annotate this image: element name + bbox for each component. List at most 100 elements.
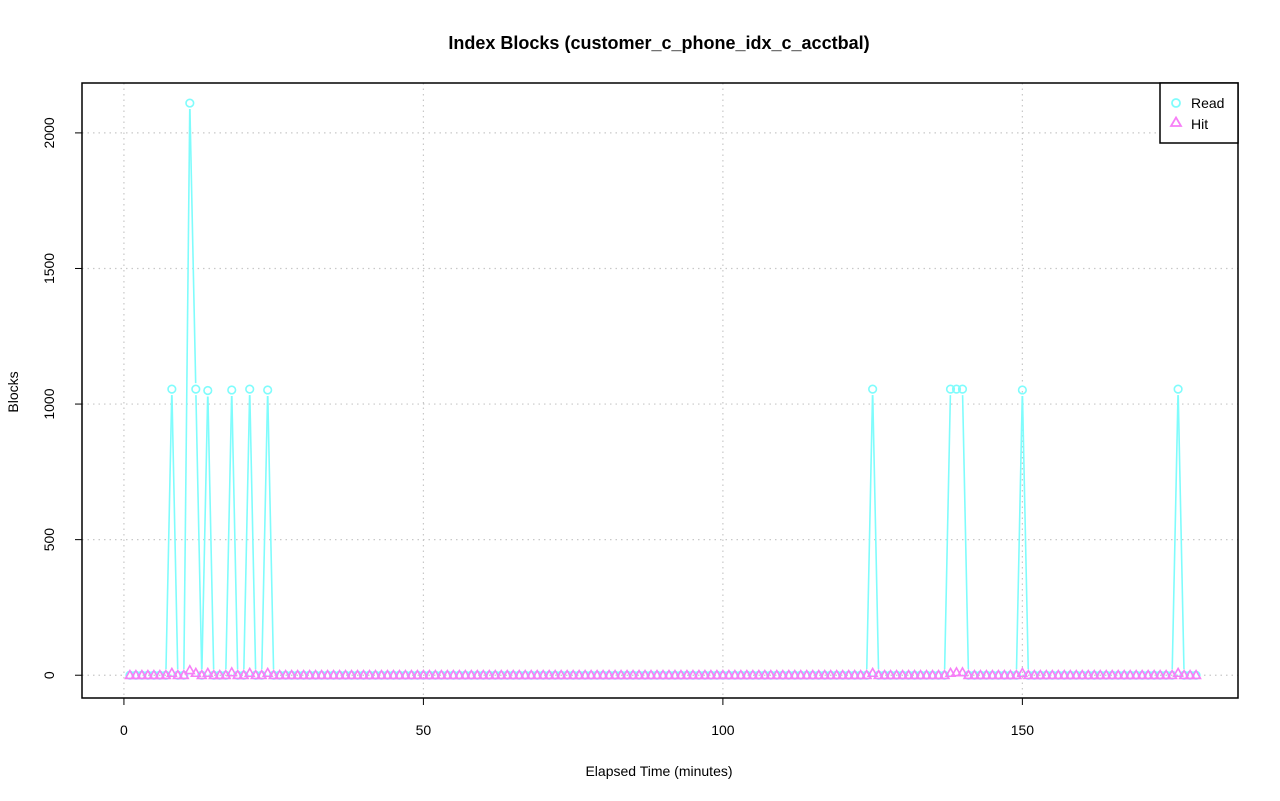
hit-point bbox=[986, 668, 999, 680]
hit-point bbox=[483, 668, 496, 680]
plot-points bbox=[124, 98, 1202, 680]
hit-point bbox=[273, 668, 286, 680]
hit-point bbox=[297, 668, 310, 680]
hit-point bbox=[1142, 668, 1154, 680]
legend-box bbox=[1159, 82, 1239, 144]
hit-point bbox=[968, 668, 981, 680]
hit-point bbox=[633, 668, 645, 680]
hit-point bbox=[1088, 668, 1101, 680]
hit-point bbox=[705, 668, 717, 680]
hit-point bbox=[926, 668, 939, 680]
hit-point bbox=[711, 668, 723, 680]
hit-point bbox=[771, 668, 783, 680]
read-line-segment bbox=[1177, 395, 1185, 670]
hit-point bbox=[573, 668, 585, 680]
hit-point bbox=[303, 668, 316, 680]
hit-point bbox=[890, 668, 903, 680]
hit-point bbox=[812, 668, 825, 680]
hit-point bbox=[585, 668, 597, 680]
hit-point bbox=[651, 668, 663, 680]
hit-point bbox=[369, 668, 382, 680]
hit-point bbox=[465, 668, 478, 680]
read-point bbox=[1173, 384, 1183, 394]
hit-point bbox=[531, 668, 543, 680]
hit-point bbox=[543, 668, 555, 680]
chart-title: Index Blocks (customer_c_phone_idx_c_acc… bbox=[448, 33, 869, 53]
y-axis: 0 500 1000 1500 2000 bbox=[41, 117, 83, 679]
read-line-segment bbox=[267, 395, 275, 670]
hit-point bbox=[950, 666, 963, 677]
hit-point bbox=[537, 668, 549, 680]
hit-point bbox=[513, 668, 526, 680]
hit-point bbox=[166, 666, 178, 678]
read-point bbox=[868, 384, 878, 394]
hit-point bbox=[243, 666, 256, 678]
hit-point bbox=[1028, 668, 1041, 680]
hit-point bbox=[842, 668, 855, 680]
legend-read-label: Read bbox=[1191, 95, 1224, 111]
hit-point bbox=[687, 668, 699, 680]
hit-point bbox=[824, 668, 837, 680]
hit-point bbox=[351, 668, 364, 680]
hit-point bbox=[759, 668, 771, 680]
hit-point bbox=[231, 668, 244, 680]
hit-point bbox=[447, 668, 460, 680]
hit-point bbox=[315, 668, 328, 680]
read-line-segment bbox=[943, 395, 952, 670]
hit-point bbox=[836, 668, 849, 680]
hit-point bbox=[202, 666, 214, 678]
hit-point bbox=[184, 664, 196, 675]
hit-point bbox=[549, 668, 561, 680]
hit-point bbox=[1040, 668, 1053, 680]
y-tick-label: 500 bbox=[41, 528, 57, 552]
hit-point bbox=[136, 668, 148, 680]
hit-point bbox=[800, 668, 813, 680]
plot-lines bbox=[165, 109, 1185, 670]
x-axis: 0 50 100 150 bbox=[120, 697, 1035, 738]
hit-point bbox=[1004, 668, 1017, 680]
hit-point bbox=[1124, 668, 1136, 680]
hit-point bbox=[453, 668, 466, 680]
hit-point bbox=[866, 666, 879, 678]
hit-point bbox=[872, 668, 885, 680]
hit-point bbox=[279, 668, 292, 680]
read-point bbox=[227, 385, 237, 395]
hit-point bbox=[920, 668, 933, 680]
hit-point bbox=[399, 668, 412, 680]
read-line-segment bbox=[189, 109, 197, 384]
hit-point bbox=[998, 668, 1011, 680]
read-point bbox=[1017, 385, 1027, 395]
hit-point bbox=[423, 668, 436, 680]
hit-point bbox=[525, 668, 537, 680]
read-line-segment bbox=[249, 395, 257, 670]
hit-point bbox=[1172, 666, 1184, 678]
hit-point bbox=[291, 668, 304, 680]
read-line-segment bbox=[183, 109, 191, 670]
hit-point bbox=[154, 668, 166, 680]
hit-point bbox=[765, 668, 777, 680]
hit-point bbox=[1160, 668, 1172, 680]
hit-point bbox=[753, 668, 765, 680]
hit-point bbox=[393, 668, 406, 680]
hit-point bbox=[777, 668, 789, 680]
x-tick-label: 150 bbox=[1011, 722, 1035, 738]
hit-point bbox=[381, 668, 394, 680]
read-line-segment bbox=[1171, 395, 1179, 670]
hit-point bbox=[387, 668, 400, 680]
hit-point bbox=[735, 668, 747, 680]
hit-point bbox=[345, 668, 358, 680]
hit-point bbox=[794, 668, 807, 680]
hit-point bbox=[747, 668, 759, 680]
hit-point bbox=[645, 668, 657, 680]
hit-point bbox=[932, 668, 945, 680]
hit-point bbox=[699, 668, 711, 680]
hit-point bbox=[908, 668, 921, 680]
hit-point bbox=[818, 668, 831, 680]
y-tick-label: 1500 bbox=[41, 253, 57, 284]
hit-point bbox=[609, 668, 621, 680]
hit-point bbox=[1094, 668, 1107, 680]
hit-point bbox=[130, 668, 142, 680]
hit-point bbox=[639, 668, 651, 680]
hit-point bbox=[675, 668, 687, 680]
